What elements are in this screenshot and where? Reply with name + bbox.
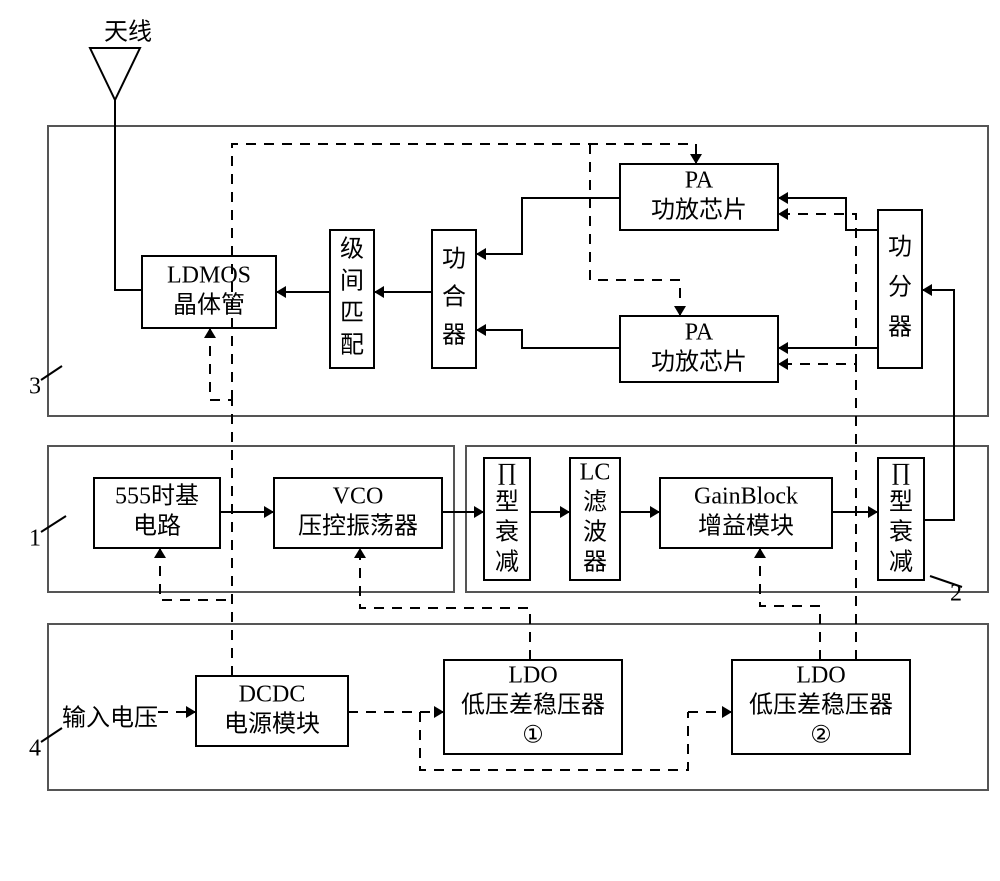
vco-text: 压控振荡器 — [298, 513, 418, 540]
ldo1-text: LDO — [508, 663, 557, 689]
ldo2-to-gain — [760, 548, 820, 660]
ldo2-to-pa-top — [778, 214, 856, 364]
gain-text: GainBlock — [694, 484, 798, 510]
splitter-to-pa-top — [778, 198, 878, 230]
dcdc-text: DCDC — [239, 682, 306, 708]
pa_bot-text: 功放芯片 — [651, 349, 747, 376]
interstage-text: 匹 — [340, 301, 364, 327]
pa_bot-text: PA — [685, 320, 714, 346]
ldo2-text: ② — [810, 723, 832, 749]
pa-bot-to-combiner — [476, 330, 620, 348]
dcdc-text: 电源模块 — [224, 711, 320, 738]
splitter-text: 分 — [888, 274, 912, 301]
svg-text:3: 3 — [29, 374, 41, 400]
timer555-text: 电路 — [133, 513, 181, 540]
interstage-text: 配 — [340, 333, 364, 359]
splitter-text: 功 — [888, 234, 912, 261]
pa-top-to-combiner — [476, 198, 620, 254]
lc-text: 器 — [583, 550, 607, 576]
pi1-text: 衰 — [495, 519, 519, 546]
ldo1-branch-to-ldo2 — [420, 712, 688, 770]
lc-text: 滤 — [583, 489, 607, 516]
combiner-text: 功 — [442, 246, 466, 273]
lc-text: 波 — [583, 519, 607, 546]
ldo2-text: 低压差稳压器 — [749, 692, 893, 719]
combiner-text: 合 — [442, 284, 466, 311]
pa_top-text: 功放芯片 — [651, 197, 747, 224]
ldmos-text: LDMOS — [167, 263, 251, 289]
pi1-text: ∏ — [497, 460, 517, 486]
antenna-label: 天线 — [104, 19, 152, 46]
input-voltage-label: 输入电压 — [62, 705, 158, 732]
pi1-text: 型 — [495, 489, 519, 516]
interstage-text: 间 — [340, 268, 364, 295]
pi2-text: ∏ — [891, 460, 911, 486]
pi2-to-splitter — [922, 290, 954, 520]
ldo1-text: ① — [522, 723, 544, 749]
lc-text: LC — [580, 460, 611, 486]
vco-text: VCO — [333, 484, 384, 510]
pi2-text: 型 — [889, 489, 913, 516]
pi2-text: 衰 — [889, 519, 913, 546]
pi1-text: 减 — [495, 549, 519, 576]
interstage-text: 级 — [340, 236, 364, 263]
svg-text:4: 4 — [29, 736, 41, 762]
ldo1-text: 低压差稳压器 — [461, 692, 605, 719]
timer555-text: 555时基 — [115, 483, 199, 510]
pi2-text: 减 — [889, 549, 913, 576]
splitter-text: 器 — [888, 315, 912, 341]
ldmos-text: 晶体管 — [173, 292, 245, 319]
antenna-icon — [90, 48, 140, 100]
ldmos-to-antenna — [115, 100, 142, 290]
ldo2-text: LDO — [796, 663, 845, 689]
svg-text:1: 1 — [29, 526, 41, 552]
gain-text: 增益模块 — [698, 513, 794, 540]
pa_top-text: PA — [685, 168, 714, 194]
combiner-text: 器 — [442, 323, 466, 349]
